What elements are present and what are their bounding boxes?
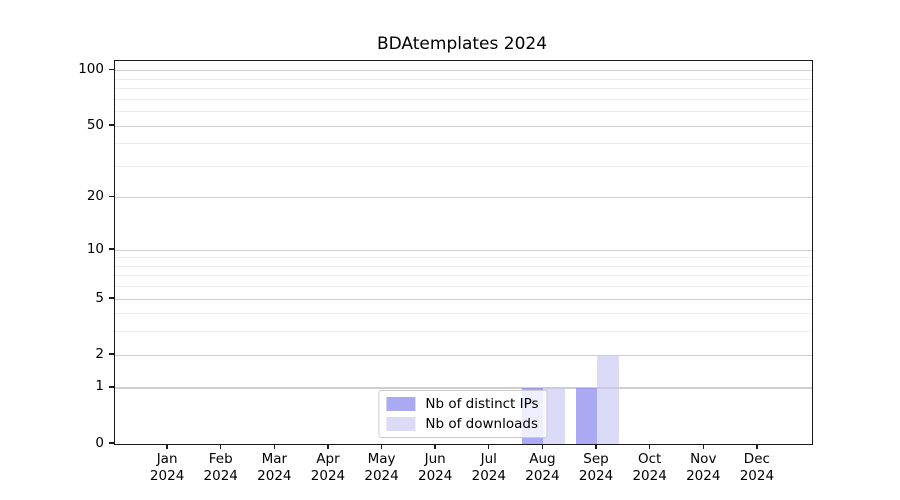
x-tick-mark — [648, 444, 651, 449]
y-tick-label: 2 — [95, 345, 104, 362]
x-tick-mark — [702, 444, 704, 449]
y-tick-mark — [109, 386, 114, 388]
y-tick-label: 0 — [95, 434, 104, 451]
legend: Nb of distinct IPs Nb of downloads — [378, 390, 548, 438]
y-gridline-minor — [114, 313, 812, 315]
y-gridline-minor — [114, 286, 812, 288]
x-tick-mark — [166, 444, 168, 449]
plot-area: Nb of distinct IPs Nb of downloads — [113, 60, 813, 445]
x-tick-mark — [434, 444, 436, 449]
x-tick-label-nov: Nov 2024 — [686, 451, 721, 484]
y-gridline-minor — [114, 331, 812, 333]
chart-title: BDAtemplates 2024 — [376, 34, 548, 54]
x-tick-label-mar: Mar 2024 — [257, 451, 292, 484]
y-gridline-major — [114, 249, 812, 251]
y-tick-label: 1 — [95, 378, 104, 395]
y-gridline-minor — [114, 257, 812, 259]
y-gridline-minor — [114, 111, 812, 113]
legend-item-downloads: Nb of downloads — [386, 416, 538, 432]
x-tick-label-sep: Sep 2024 — [578, 451, 614, 484]
x-tick-mark — [380, 444, 383, 449]
bar-downloads-aug-2024 — [543, 387, 565, 444]
y-tick-mark — [109, 69, 114, 71]
y-gridline-minor — [114, 88, 812, 90]
x-tick-label-jul: Jul 2024 — [471, 451, 506, 484]
x-tick-label-jun: Jun 2024 — [418, 451, 453, 484]
bar-distinct-ips-sep-2024 — [575, 387, 598, 444]
y-gridline-minor — [114, 165, 812, 167]
y-gridline-major — [114, 125, 812, 127]
legend-label: Nb of downloads — [425, 416, 538, 432]
y-tick-mark — [109, 353, 114, 355]
y-tick-label: 100 — [78, 61, 104, 78]
x-tick-mark — [273, 444, 276, 449]
y-tick-label: 50 — [86, 116, 104, 133]
x-tick-mark — [756, 444, 758, 449]
y-gridline-major — [114, 70, 812, 72]
y-gridline-major — [114, 387, 812, 389]
x-tick-mark — [488, 444, 490, 449]
x-tick-mark — [327, 444, 329, 449]
y-tick-mark — [109, 196, 114, 198]
y-gridline-minor — [114, 78, 812, 80]
y-gridline-major — [114, 354, 812, 356]
y-tick-mark — [109, 442, 114, 444]
y-gridline-minor — [114, 265, 812, 267]
y-gridline-minor — [114, 143, 812, 145]
legend-item-distinct-ips: Nb of distinct IPs — [386, 396, 539, 412]
y-gridline-major — [114, 298, 812, 300]
bar-downloads-sep-2024 — [597, 355, 619, 444]
x-tick-label-oct: Oct 2024 — [632, 451, 667, 484]
x-tick-mark — [541, 444, 544, 449]
y-gridline-minor — [114, 98, 812, 100]
x-tick-label-may: May 2024 — [364, 451, 399, 484]
y-tick-mark — [109, 248, 114, 250]
x-tick-label-dec: Dec 2024 — [739, 451, 775, 484]
y-tick-label: 20 — [86, 188, 104, 205]
x-tick-label-feb: Feb 2024 — [203, 451, 238, 484]
x-tick-label-jan: Jan 2024 — [149, 451, 185, 484]
y-tick-mark — [109, 297, 114, 299]
x-tick-label-aug: Aug 2024 — [525, 451, 560, 484]
y-tick-label: 10 — [86, 240, 104, 257]
y-tick-mark — [109, 124, 114, 126]
x-tick-mark — [220, 444, 222, 449]
x-tick-label-apr: Apr 2024 — [310, 451, 346, 484]
legend-swatch-downloads — [386, 417, 416, 431]
x-tick-mark — [595, 444, 597, 449]
legend-label: Nb of distinct IPs — [425, 396, 539, 412]
y-gridline-minor — [114, 275, 812, 277]
y-gridline-major — [114, 197, 812, 199]
legend-swatch-distinct-ips — [386, 397, 416, 411]
y-tick-label: 5 — [95, 289, 104, 306]
